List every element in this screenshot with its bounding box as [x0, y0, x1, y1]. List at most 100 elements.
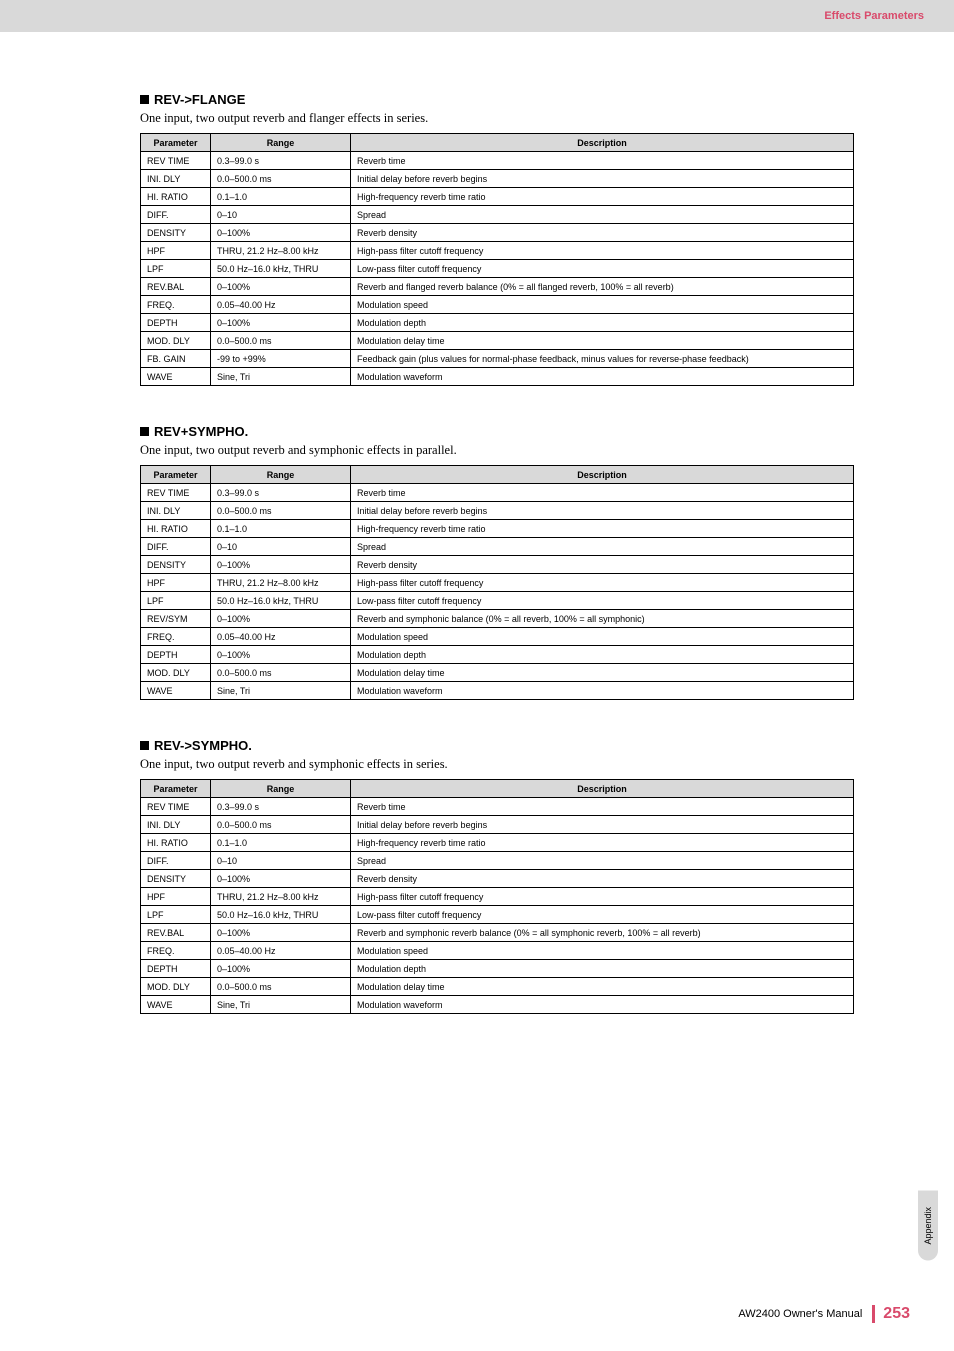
top-bar: Effects Parameters	[0, 0, 954, 32]
page-footer: AW2400 Owner's Manual 253	[738, 1305, 910, 1323]
table-row: FREQ.0.05–40.00 HzModulation speed	[141, 296, 854, 314]
table-cell: HPF	[141, 574, 211, 592]
side-tab-appendix: Appendix	[918, 1191, 938, 1261]
square-bullet-icon	[140, 95, 149, 104]
table-cell: MOD. DLY	[141, 978, 211, 996]
table-cell: 0–100%	[211, 224, 351, 242]
manual-title: AW2400 Owner's Manual	[738, 1308, 862, 1320]
table-cell: HPF	[141, 888, 211, 906]
table-cell: Sine, Tri	[211, 682, 351, 700]
table-header-cell: Description	[351, 134, 854, 152]
table-cell: Reverb time	[351, 484, 854, 502]
table-cell: 0.0–500.0 ms	[211, 502, 351, 520]
table-cell: 0–10	[211, 538, 351, 556]
section-title: REV->FLANGE	[140, 92, 854, 107]
table-cell: 0.0–500.0 ms	[211, 816, 351, 834]
table-cell: 0–100%	[211, 646, 351, 664]
table-cell: INI. DLY	[141, 816, 211, 834]
table-cell: 0.3–99.0 s	[211, 798, 351, 816]
table-row: DENSITY0–100%Reverb density	[141, 556, 854, 574]
table-cell: THRU, 21.2 Hz–8.00 kHz	[211, 888, 351, 906]
table-cell: Feedback gain (plus values for normal-ph…	[351, 350, 854, 368]
table-cell: DIFF.	[141, 206, 211, 224]
table-cell: Reverb and symphonic reverb balance (0% …	[351, 924, 854, 942]
table-cell: DEPTH	[141, 960, 211, 978]
table-cell: Modulation speed	[351, 628, 854, 646]
table-cell: Modulation depth	[351, 646, 854, 664]
table-row: DEPTH0–100%Modulation depth	[141, 314, 854, 332]
table-cell: DENSITY	[141, 224, 211, 242]
table-cell: Spread	[351, 206, 854, 224]
header-section-label: Effects Parameters	[824, 10, 924, 22]
page-number: 253	[872, 1305, 910, 1323]
table-cell: 50.0 Hz–16.0 kHz, THRU	[211, 260, 351, 278]
section: REV+SYMPHO. One input, two output reverb …	[140, 424, 854, 700]
section-description: One input, two output reverb and symphon…	[140, 443, 854, 458]
table-cell: Initial delay before reverb begins	[351, 816, 854, 834]
table-cell: Low-pass filter cutoff frequency	[351, 592, 854, 610]
section-title-text: REV->FLANGE	[154, 92, 245, 107]
table-cell: 0.1–1.0	[211, 520, 351, 538]
table-cell: High-frequency reverb time ratio	[351, 188, 854, 206]
table-row: REV TIME0.3–99.0 sReverb time	[141, 798, 854, 816]
table-cell: 0–100%	[211, 278, 351, 296]
table-cell: High-pass filter cutoff frequency	[351, 888, 854, 906]
table-cell: Sine, Tri	[211, 368, 351, 386]
table-header-cell: Range	[211, 780, 351, 798]
table-cell: 0.0–500.0 ms	[211, 978, 351, 996]
table-row: WAVESine, TriModulation waveform	[141, 682, 854, 700]
table-cell: LPF	[141, 592, 211, 610]
table-cell: INI. DLY	[141, 502, 211, 520]
table-row: WAVESine, TriModulation waveform	[141, 368, 854, 386]
table-row: MOD. DLY0.0–500.0 msModulation delay tim…	[141, 332, 854, 350]
table-cell: HPF	[141, 242, 211, 260]
table-cell: -99 to +99%	[211, 350, 351, 368]
parameter-table: ParameterRangeDescriptionREV TIME0.3–99.…	[140, 133, 854, 386]
table-cell: Modulation speed	[351, 296, 854, 314]
table-cell: LPF	[141, 906, 211, 924]
table-cell: Spread	[351, 538, 854, 556]
table-cell: Modulation waveform	[351, 996, 854, 1014]
table-row: DIFF.0–10Spread	[141, 206, 854, 224]
table-cell: 0.05–40.00 Hz	[211, 628, 351, 646]
table-cell: 0–100%	[211, 924, 351, 942]
table-cell: Reverb time	[351, 152, 854, 170]
section-description: One input, two output reverb and symphon…	[140, 757, 854, 772]
table-row: HPFTHRU, 21.2 Hz–8.00 kHzHigh-pass filte…	[141, 888, 854, 906]
table-row: FREQ.0.05–40.00 HzModulation speed	[141, 942, 854, 960]
table-cell: REV/SYM	[141, 610, 211, 628]
table-cell: FREQ.	[141, 942, 211, 960]
table-cell: WAVE	[141, 682, 211, 700]
table-cell: 0.05–40.00 Hz	[211, 942, 351, 960]
section-title-text: REV+SYMPHO.	[154, 424, 248, 439]
section: REV->FLANGEOne input, two output reverb …	[140, 92, 854, 386]
table-cell: HI. RATIO	[141, 520, 211, 538]
section-title: REV->SYMPHO.	[140, 738, 854, 753]
table-cell: DENSITY	[141, 556, 211, 574]
table-cell: Modulation waveform	[351, 368, 854, 386]
table-row: DEPTH0–100%Modulation depth	[141, 960, 854, 978]
table-cell: 0–10	[211, 852, 351, 870]
table-cell: REV.BAL	[141, 278, 211, 296]
table-cell: Initial delay before reverb begins	[351, 502, 854, 520]
table-cell: DEPTH	[141, 646, 211, 664]
table-cell: Modulation speed	[351, 942, 854, 960]
table-cell: 0–100%	[211, 870, 351, 888]
table-cell: Reverb time	[351, 798, 854, 816]
table-row: HI. RATIO0.1–1.0High-frequency reverb ti…	[141, 188, 854, 206]
table-cell: THRU, 21.2 Hz–8.00 kHz	[211, 242, 351, 260]
table-row: MOD. DLY0.0–500.0 msModulation delay tim…	[141, 978, 854, 996]
table-cell: 50.0 Hz–16.0 kHz, THRU	[211, 592, 351, 610]
table-header-cell: Description	[351, 466, 854, 484]
parameter-table: ParameterRangeDescriptionREV TIME0.3–99.…	[140, 779, 854, 1014]
table-cell: HI. RATIO	[141, 834, 211, 852]
table-cell: WAVE	[141, 368, 211, 386]
table-row: FB. GAIN-99 to +99%Feedback gain (plus v…	[141, 350, 854, 368]
table-cell: Modulation delay time	[351, 332, 854, 350]
table-row: INI. DLY0.0–500.0 msInitial delay before…	[141, 816, 854, 834]
table-cell: 0.05–40.00 Hz	[211, 296, 351, 314]
table-cell: Modulation delay time	[351, 978, 854, 996]
table-row: DENSITY0–100%Reverb density	[141, 224, 854, 242]
table-cell: REV TIME	[141, 152, 211, 170]
table-cell: 0–100%	[211, 556, 351, 574]
